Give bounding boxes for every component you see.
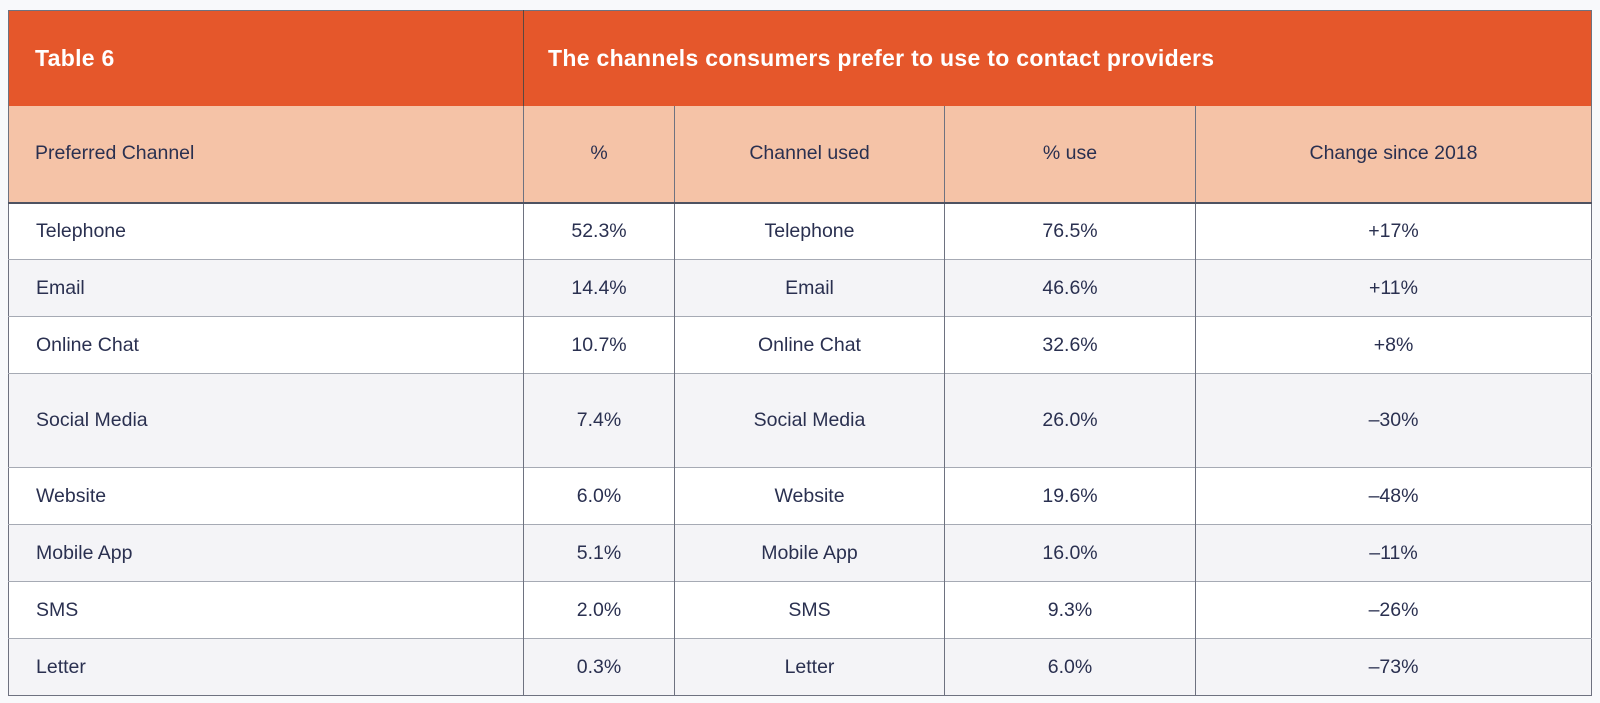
cell-preferred-channel: Email [8, 259, 524, 317]
cell-pct-use: 32.6% [944, 316, 1196, 374]
cell-pct-use: 46.6% [944, 259, 1196, 317]
cell-pct-use: 16.0% [944, 524, 1196, 582]
table-number-label: Table 6 [8, 10, 524, 106]
cell-change: +17% [1194, 202, 1592, 260]
cell-change: –26% [1194, 581, 1592, 639]
cell-channel-used: SMS [674, 581, 945, 639]
col-header-channel-used: Channel used [674, 105, 945, 204]
cell-pct-use: 76.5% [944, 202, 1196, 260]
cell-preferred-channel: Letter [8, 638, 524, 696]
cell-preferred-channel: SMS [8, 581, 524, 639]
cell-change: +8% [1194, 316, 1592, 374]
cell-change: –48% [1194, 467, 1592, 525]
col-header-change-since-2018: Change since 2018 [1194, 105, 1592, 204]
table-row-email: Email 14.4% Email 46.6% +11% [8, 259, 1592, 317]
cell-channel-used: Telephone [674, 202, 945, 260]
col-header-pct-use: % use [944, 105, 1196, 204]
cell-pct-use: 19.6% [944, 467, 1196, 525]
table-row-website: Website 6.0% Website 19.6% –48% [8, 467, 1592, 525]
cell-channel-used: Website [674, 467, 945, 525]
cell-pct: 7.4% [523, 373, 675, 468]
preferred-channels-table: Table 6 The channels consumers prefer to… [8, 10, 1593, 696]
cell-preferred-channel: Online Chat [8, 316, 524, 374]
column-header-row: Preferred Channel % Channel used % use C… [8, 105, 1592, 204]
cell-preferred-channel: Telephone [36, 219, 126, 242]
cell-pct: 6.0% [523, 467, 675, 525]
col-header-preferred-channel: Preferred Channel [8, 105, 524, 204]
cell-channel-used: Social Media [674, 373, 945, 468]
cell-pct: 5.1% [523, 524, 675, 582]
table-row-online-chat: Online Chat 10.7% Online Chat 32.6% +8% [8, 316, 1592, 374]
table-title-band: Table 6 The channels consumers prefer to… [8, 10, 1592, 106]
cell-pct-use: 9.3% [944, 581, 1196, 639]
cell-pct-use: 26.0% [944, 373, 1196, 468]
cell-change: –30% [1194, 373, 1592, 468]
table-row-mobile-app: Mobile App 5.1% Mobile App 16.0% –11% [8, 524, 1592, 582]
cell-channel-used: Mobile App [674, 524, 945, 582]
table-row-letter: Letter 0.3% Letter 6.0% –73% [8, 638, 1592, 696]
table-row-sms: SMS 2.0% SMS 9.3% –26% [8, 581, 1592, 639]
cell-pct: 10.7% [523, 316, 675, 374]
cell-channel-used: Email [674, 259, 945, 317]
cell-pct: 0.3% [523, 638, 675, 696]
table-row-social-media: Social Media 7.4% Social Media 26.0% –30… [8, 373, 1592, 468]
table-row-telephone: Telephone 52.3% Telephone 76.5% +17% [9, 202, 1592, 260]
cell-channel-used: Letter [674, 638, 945, 696]
cell-preferred-channel: Social Media [8, 373, 524, 468]
cell-pct: 52.3% [523, 202, 675, 260]
cell-preferred-channel: Mobile App [8, 524, 524, 582]
cell-pct: 14.4% [523, 259, 675, 317]
cell-preferred-channel: Website [8, 467, 524, 525]
cell-pct: 2.0% [523, 581, 675, 639]
col-header-pct: % [523, 105, 675, 204]
cell-channel-used: Online Chat [674, 316, 945, 374]
table-title: The channels consumers prefer to use to … [522, 10, 1592, 106]
cell-change: –73% [1194, 638, 1592, 696]
cell-change: –11% [1194, 524, 1592, 582]
cell-pct-use: 6.0% [944, 638, 1196, 696]
cell-change: +11% [1194, 259, 1592, 317]
